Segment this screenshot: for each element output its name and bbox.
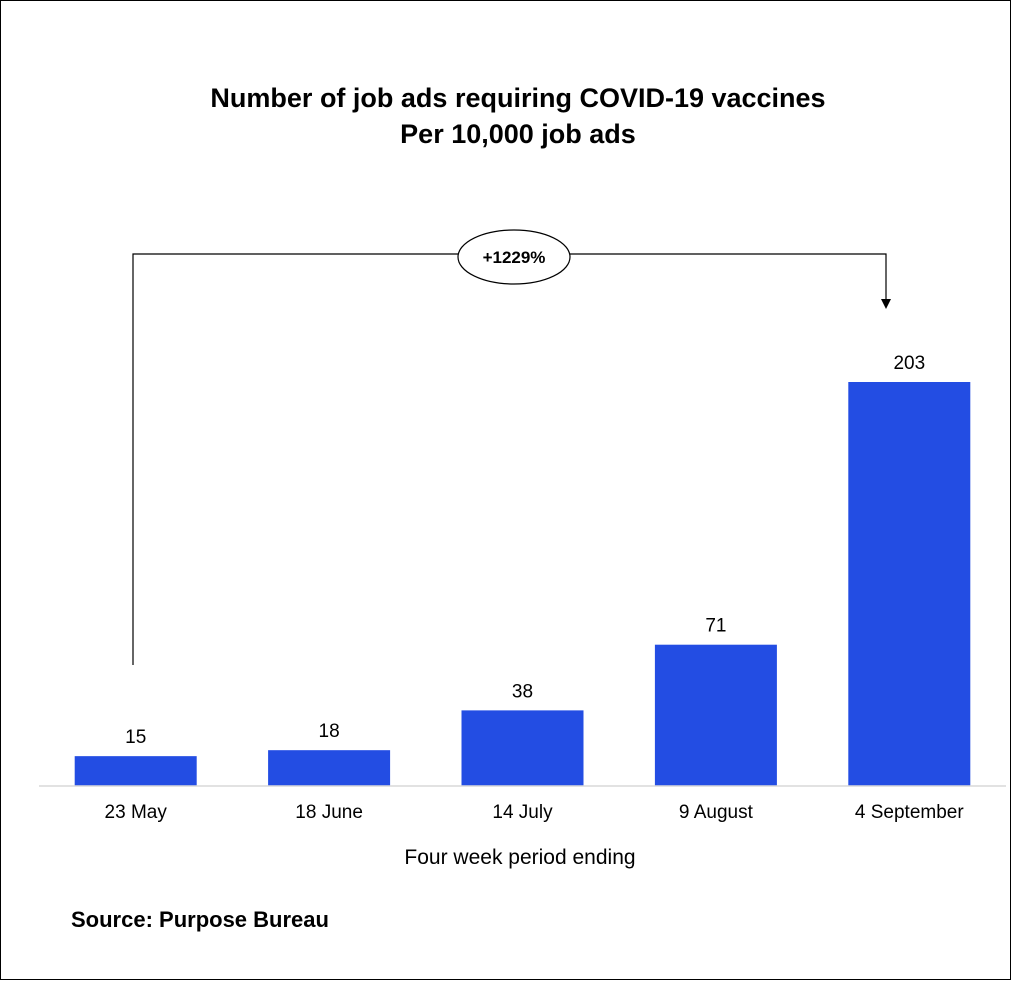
x-tick-label: 9 August bbox=[679, 802, 754, 823]
chart-title: Number of job ads requiring COVID-19 vac… bbox=[210, 83, 825, 113]
source-note: Source: Purpose Bureau bbox=[71, 907, 329, 932]
x-tick-label: 18 June bbox=[295, 802, 363, 823]
bar bbox=[848, 382, 971, 786]
callout-ellipse bbox=[457, 229, 571, 285]
bar-value-label: 18 bbox=[319, 721, 340, 742]
bar bbox=[74, 756, 197, 786]
x-tick-label: 23 May bbox=[105, 802, 168, 823]
bar bbox=[654, 644, 777, 786]
x-tick-label: 14 July bbox=[492, 802, 553, 823]
bar bbox=[461, 710, 584, 786]
chart-subtitle: Per 10,000 job ads bbox=[400, 119, 636, 149]
bar-value-label: 71 bbox=[705, 616, 726, 637]
callout-label: +1229% bbox=[483, 248, 546, 267]
bars-group bbox=[74, 382, 971, 786]
change-callout: +1229% bbox=[132, 229, 891, 665]
value-labels-group: 15 18 38 71 203 bbox=[125, 353, 925, 748]
bar-value-label: 38 bbox=[512, 681, 533, 702]
callout-bracket bbox=[132, 253, 887, 665]
bar-value-label: 15 bbox=[125, 727, 146, 748]
x-axis-title: Four week period ending bbox=[404, 846, 635, 869]
x-tick-label: 4 September bbox=[855, 802, 964, 823]
bar-value-label: 203 bbox=[893, 353, 925, 374]
bar bbox=[268, 750, 391, 786]
callout-arrowhead bbox=[881, 299, 891, 309]
x-tick-labels-group: 23 May 18 June 14 July 9 August 4 September bbox=[105, 802, 965, 823]
